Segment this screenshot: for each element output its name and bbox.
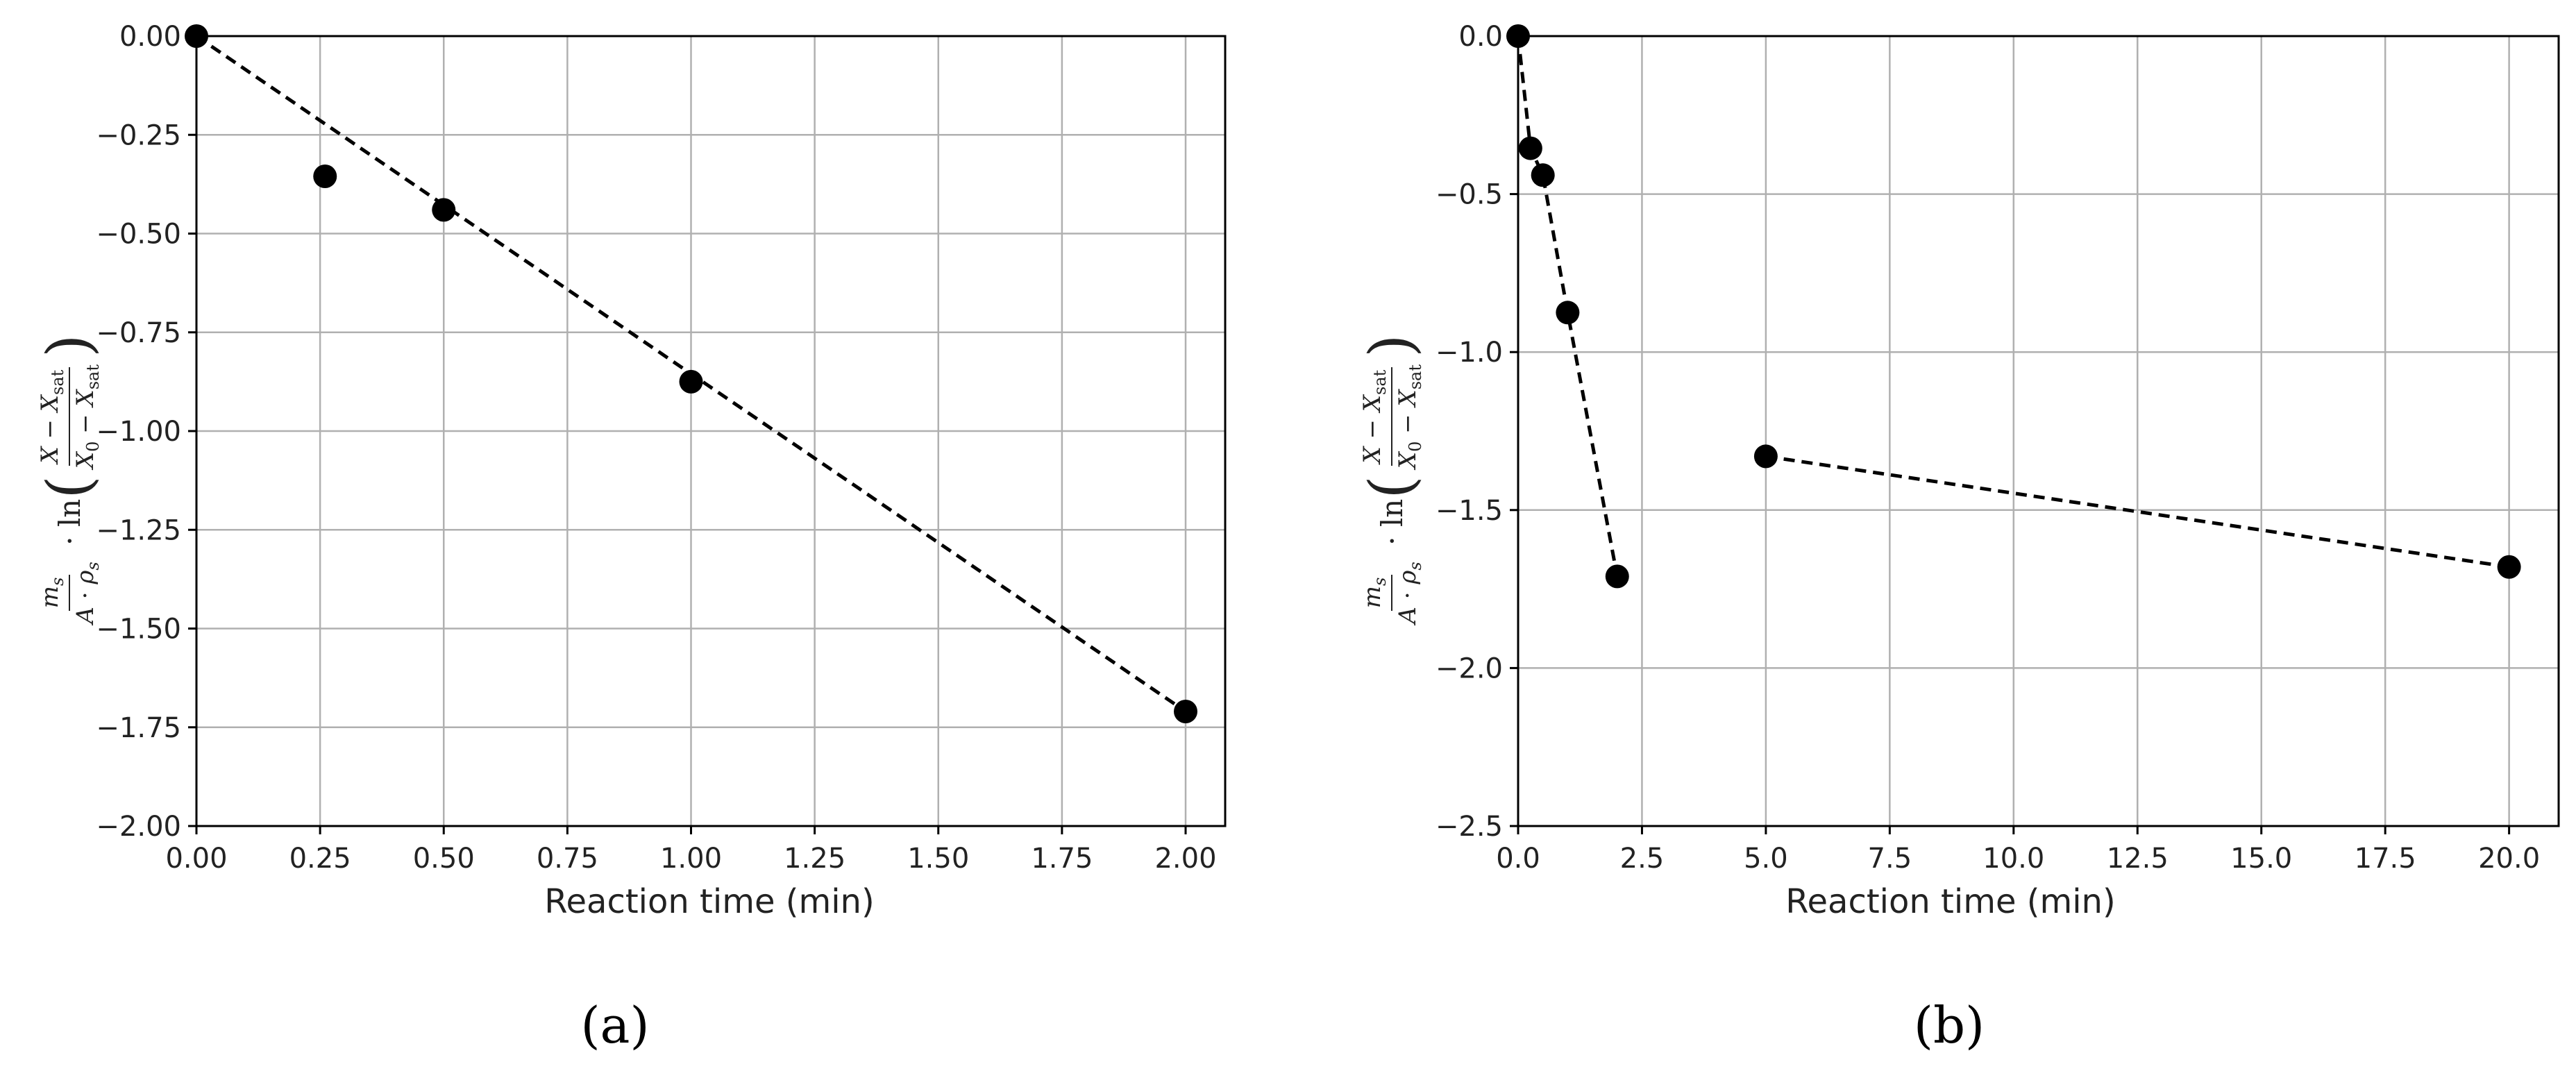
y-tick-label: −1.75 <box>96 712 181 744</box>
data-point <box>1506 24 1530 48</box>
x-tick-label: 20.0 <box>2478 843 2540 875</box>
y-tick-label: −0.5 <box>1436 179 1503 211</box>
y-tick-label: 0.00 <box>119 21 181 53</box>
x-tick-label: 5.0 <box>1744 843 1788 875</box>
x-tick-label: 0.75 <box>537 843 598 875</box>
y-label-left-fraction: ms A · ρs <box>36 562 103 624</box>
y-tick-label: −1.0 <box>1436 337 1503 369</box>
y-tick-label: −1.25 <box>96 514 181 546</box>
x-tick-label: 2.5 <box>1620 843 1665 875</box>
x-tick-label: 1.75 <box>1031 843 1093 875</box>
y-label-right-fraction: X − Xsat X0 − Xsat <box>36 364 103 469</box>
y-tick-label: −2.5 <box>1436 811 1503 843</box>
y-label-right-fraction: X − Xsat X0 − Xsat <box>1358 364 1425 469</box>
x-tick-label: 0.0 <box>1496 843 1540 875</box>
y-tick-label: −0.75 <box>96 317 181 349</box>
y-tick-label: −1.5 <box>1436 495 1503 527</box>
plot-frame <box>1517 35 2560 827</box>
x-tick-label: 0.00 <box>165 843 227 875</box>
x-tick-label: 0.25 <box>289 843 351 875</box>
y-tick-label: −0.50 <box>96 219 181 251</box>
chart-panel-a: 0.00 0.25 0.50 0.75 1.00 1.25 1.50 1.75 2.00 0.00… <box>96 21 1227 1054</box>
x-tick-label: 10.0 <box>1982 843 2044 875</box>
data-point <box>1518 136 1542 160</box>
y-tick-label: −2.00 <box>96 811 181 843</box>
data-point <box>1753 444 1778 469</box>
x-tick-label: 1.50 <box>907 843 969 875</box>
x-tick-label: 1.00 <box>660 843 722 875</box>
x-tick-label: 2.00 <box>1154 843 1216 875</box>
x-tick-label: 0.50 <box>413 843 475 875</box>
y-tick-label: −2.0 <box>1436 652 1503 684</box>
y-tick-label: −1.50 <box>96 614 181 646</box>
data-point <box>679 369 703 394</box>
x-axis-label: Reaction time (min) <box>544 882 874 921</box>
y-tick-label: −0.25 <box>96 119 181 151</box>
x-tick-label: 15.0 <box>2230 843 2292 875</box>
data-point <box>1605 564 1629 589</box>
data-point <box>2497 555 2521 579</box>
x-tick-label: 7.5 <box>1868 843 1912 875</box>
data-point <box>1531 163 1555 187</box>
data-point <box>432 198 456 222</box>
panel-label: (a) <box>580 996 649 1054</box>
chart-panel-b: 0.0 2.5 5.0 7.5 10.0 12.5 15.0 17.5 20.0 0.0 −0.5 −… <box>1436 21 2560 1054</box>
fit-line <box>1516 35 1619 577</box>
x-axis-label: Reaction time (min) <box>1785 882 2115 921</box>
x-tick-label: 1.25 <box>784 843 845 875</box>
data-point <box>1174 699 1197 723</box>
x-tick-label: 12.5 <box>2107 843 2169 875</box>
y-label-left-fraction: ms A · ρs <box>1358 562 1425 624</box>
y-axis-label-a: ms A · ρs · ln ( X − Xsat X0 − Xsat ) <box>17 274 121 691</box>
y-axis-label-b: ms A · ρs · ln ( X − Xsat X0 − Xsat ) <box>1340 274 1444 691</box>
y-tick-label: −1.00 <box>96 416 181 448</box>
panel-label: (b) <box>1914 996 1985 1054</box>
data-point <box>1556 301 1580 325</box>
data-point <box>185 24 208 48</box>
data-point <box>313 164 337 188</box>
x-tick-label: 17.5 <box>2355 843 2416 875</box>
y-tick-label: 0.0 <box>1458 21 1503 53</box>
